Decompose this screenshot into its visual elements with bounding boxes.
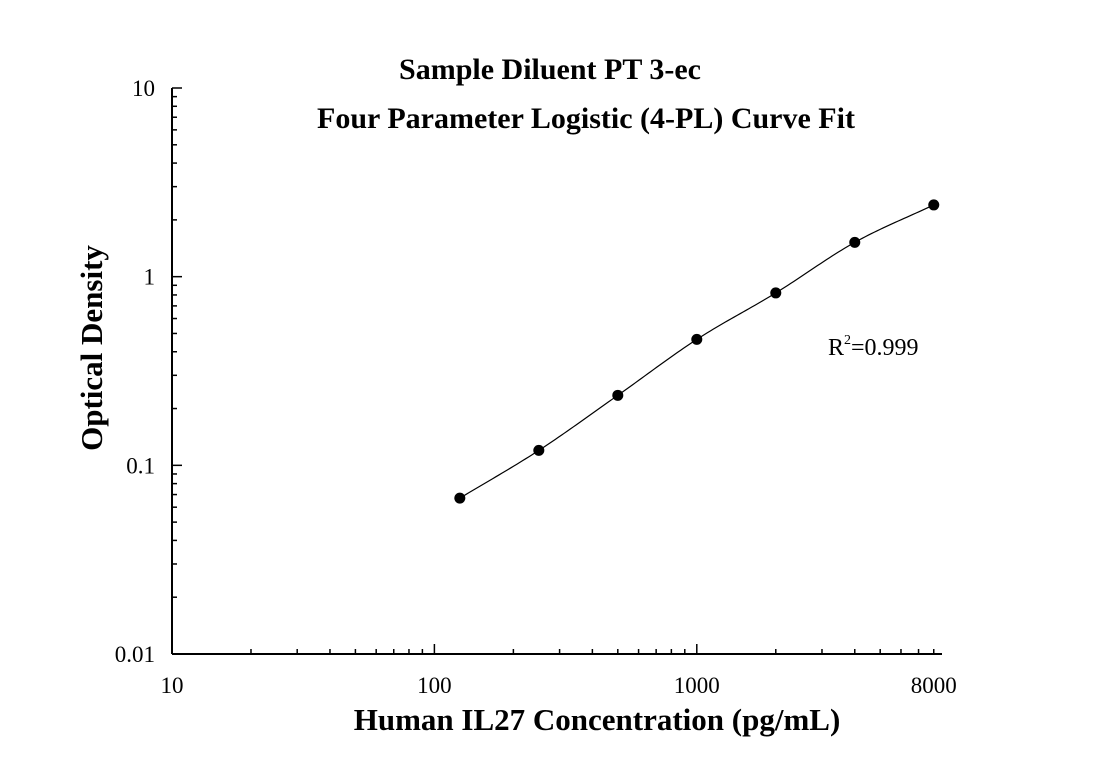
data-point [612,389,624,401]
y-tick-label: 1 [144,265,156,290]
tick-labels: 10 100 1000 8000 0.01 0.1 1 10 [115,76,957,698]
r-squared-superscript: 2 [844,333,851,348]
data-points [454,199,940,504]
x-tick-label: 100 [417,673,452,698]
data-point [928,199,940,211]
data-point [454,492,466,504]
data-point [691,333,703,345]
r-squared-annotation: R2=0.999 [828,333,919,361]
data-point [533,444,545,456]
r-squared-value: =0.999 [851,335,919,361]
x-tick-label: 10 [161,673,184,698]
y-tick-label: 10 [132,76,155,101]
y-tick-label: 0.01 [115,642,155,667]
y-tick-label: 0.1 [126,453,155,478]
chart-subtitle: Four Parameter Logistic (4-PL) Curve Fit [317,102,855,135]
x-tick-label: 8000 [911,673,957,698]
data-point [849,236,861,248]
ticks [171,87,935,655]
axes [171,88,942,655]
r-squared-label: R [828,335,844,361]
data-point [770,287,782,299]
y-axis-label: Optical Density [74,245,109,451]
x-tick-label: 1000 [674,673,720,698]
x-axis-label: Human IL27 Concentration (pg/mL) [354,702,841,737]
chart-title: Sample Diluent PT 3-ec [399,53,701,86]
